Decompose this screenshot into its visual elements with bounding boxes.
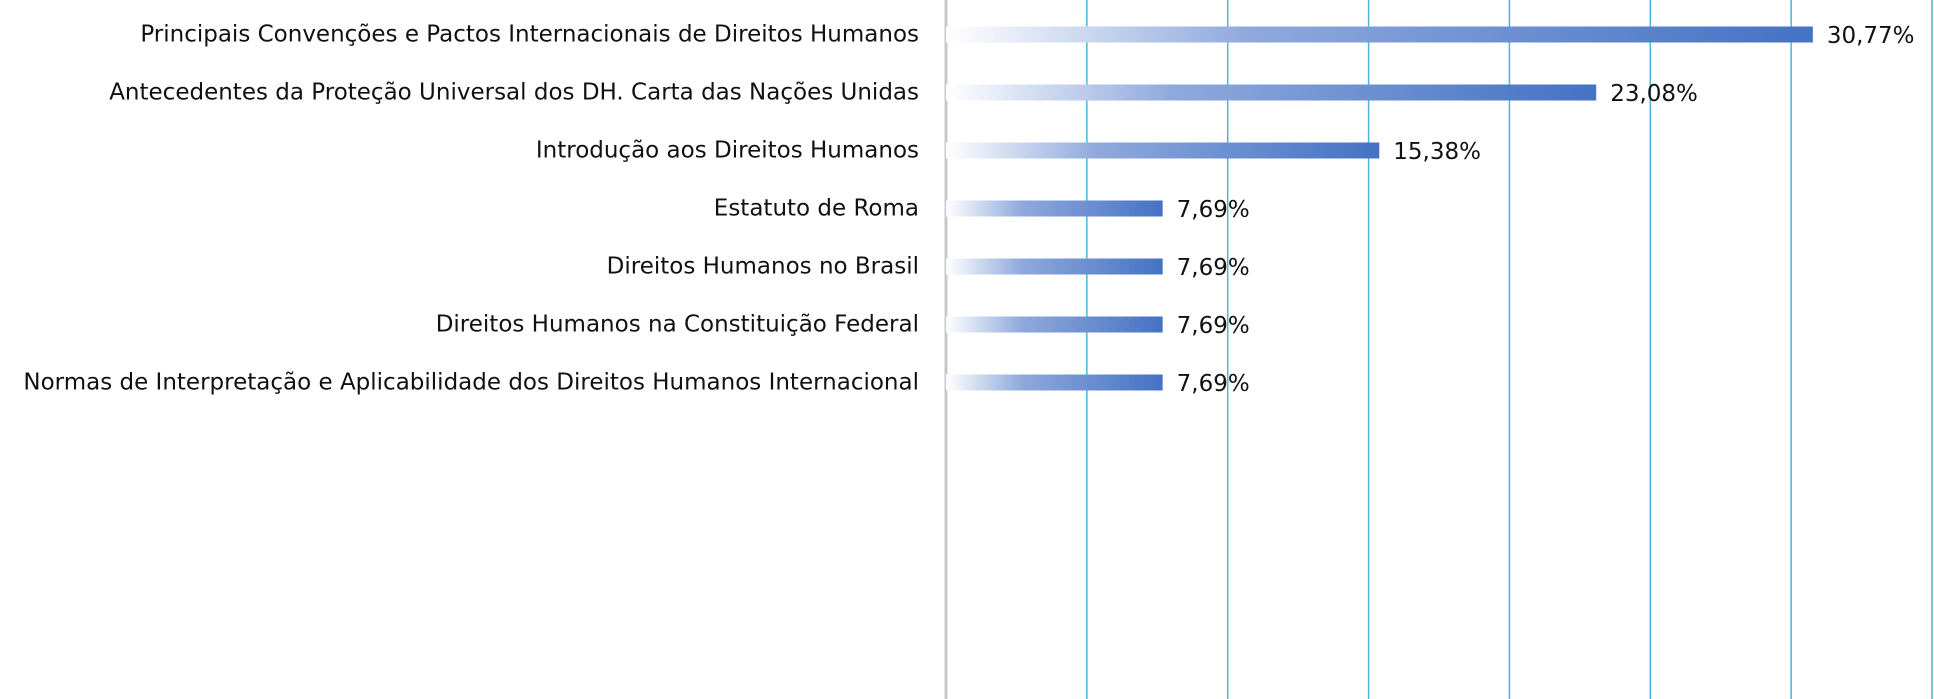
bar (946, 200, 1163, 217)
data-label: 7,69% (1177, 255, 1250, 281)
bar (946, 26, 1813, 43)
category-label: Direitos Humanos na Constituição Federal (435, 311, 919, 337)
category-label: Direitos Humanos no Brasil (606, 253, 919, 279)
bar (946, 374, 1163, 391)
data-label: 7,69% (1177, 197, 1250, 223)
bar (946, 142, 1380, 159)
category-label: Antecedentes da Proteção Universal dos D… (109, 79, 919, 105)
data-label: 15,38% (1393, 139, 1481, 165)
bar (946, 316, 1163, 333)
data-label: 7,69% (1177, 313, 1250, 339)
category-label: Normas de Interpretação e Aplicabilidade… (23, 369, 919, 395)
data-label: 23,08% (1610, 81, 1698, 107)
data-label: 7,69% (1177, 371, 1250, 397)
category-label: Introdução aos Direitos Humanos (535, 137, 919, 163)
category-label: Principais Convenções e Pactos Internaci… (140, 21, 919, 47)
bar (946, 84, 1597, 101)
data-label: 30,77% (1827, 23, 1915, 49)
category-label: Estatuto de Roma (713, 195, 919, 221)
bar (946, 258, 1163, 275)
